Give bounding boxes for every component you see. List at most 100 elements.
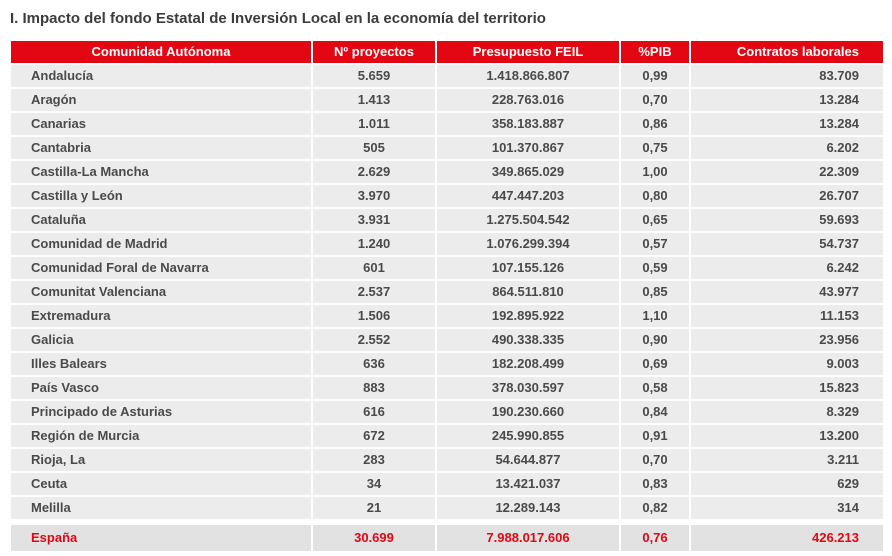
table-cell: 0,99 <box>621 65 689 87</box>
table-cell: 12.289.143 <box>437 497 619 519</box>
table-cell: 107.155.126 <box>437 257 619 279</box>
total-cell: 426.213 <box>691 525 883 551</box>
table-cell: 601 <box>313 257 435 279</box>
table-cell: 9.003 <box>691 353 883 375</box>
table-cell: Galicia <box>11 329 311 351</box>
table-cell: 8.329 <box>691 401 883 423</box>
column-header: Nº proyectos <box>313 41 435 63</box>
table-cell: 182.208.499 <box>437 353 619 375</box>
section-title: I. Impacto del fondo Estatal de Inversió… <box>10 10 546 27</box>
table-cell: 0,75 <box>621 137 689 159</box>
table-cell: 2.629 <box>313 161 435 183</box>
table-cell: 13.284 <box>691 89 883 111</box>
table-cell: 505 <box>313 137 435 159</box>
table-row: Castilla-La Mancha 2.629 349.865.029 1,00 22… <box>11 161 883 183</box>
table-row: Comunidad Foral de Navarra 601 107.155.126… <box>11 257 883 279</box>
total-cell: 30.699 <box>313 525 435 551</box>
table-cell: 314 <box>691 497 883 519</box>
table-cell: 2.537 <box>313 281 435 303</box>
table-cell: 190.230.660 <box>437 401 619 423</box>
table-cell: Región de Murcia <box>11 425 311 447</box>
table-cell: 59.693 <box>691 209 883 231</box>
table-cell: 26.707 <box>691 185 883 207</box>
table-cell: 3.970 <box>313 185 435 207</box>
table-cell: 34 <box>313 473 435 495</box>
table-cell: 283 <box>313 449 435 471</box>
table-row: Región de Murcia 672 245.990.855 0,91 13.200 <box>11 425 883 447</box>
table-spacer-row <box>11 521 883 523</box>
table-cell: Castilla y León <box>11 185 311 207</box>
column-header: Presupuesto FEIL <box>437 41 619 63</box>
table-cell: 6.242 <box>691 257 883 279</box>
table-cell: 0,86 <box>621 113 689 135</box>
table-cell: 11.153 <box>691 305 883 327</box>
table-row: Rioja, La 283 54.644.877 0,70 3.211 <box>11 449 883 471</box>
table-row: Melilla 21 12.289.143 0,82 314 <box>11 497 883 519</box>
table-cell: 1.275.504.542 <box>437 209 619 231</box>
table-cell: 447.447.203 <box>437 185 619 207</box>
table-cell: 0,84 <box>621 401 689 423</box>
table-cell: Principado de Asturias <box>11 401 311 423</box>
table-cell: 0,70 <box>621 89 689 111</box>
table-cell: 192.895.922 <box>437 305 619 327</box>
table-row: Principado de Asturias 616 190.230.660 0,84… <box>11 401 883 423</box>
table-cell: 13.421.037 <box>437 473 619 495</box>
table-cell: 2.552 <box>313 329 435 351</box>
table-row: Extremadura 1.506 192.895.922 1,10 11.153 <box>11 305 883 327</box>
table-cell: 490.338.335 <box>437 329 619 351</box>
table-cell: 636 <box>313 353 435 375</box>
table-cell: 1,10 <box>621 305 689 327</box>
table-cell: 6.202 <box>691 137 883 159</box>
table-cell: 23.956 <box>691 329 883 351</box>
table-cell: Melilla <box>11 497 311 519</box>
table-body: Andalucía 5.659 1.418.866.807 0,99 83.709 Ara… <box>11 65 883 519</box>
table-cell: 0,91 <box>621 425 689 447</box>
table-cell: Rioja, La <box>11 449 311 471</box>
table-cell: 54.644.877 <box>437 449 619 471</box>
table-cell: Canarias <box>11 113 311 135</box>
table-cell: 1,00 <box>621 161 689 183</box>
table-row: Galicia 2.552 490.338.335 0,90 23.956 <box>11 329 883 351</box>
table-cell: Extremadura <box>11 305 311 327</box>
table-cell: 358.183.887 <box>437 113 619 135</box>
table-cell: 0,65 <box>621 209 689 231</box>
table-cell: 13.284 <box>691 113 883 135</box>
table-row: Castilla y León 3.970 447.447.203 0,80 26.70… <box>11 185 883 207</box>
table-cell: 1.418.866.807 <box>437 65 619 87</box>
table-row: Canarias 1.011 358.183.887 0,86 13.284 <box>11 113 883 135</box>
table-cell: 1.413 <box>313 89 435 111</box>
table-cell: Andalucía <box>11 65 311 87</box>
table-cell: 21 <box>313 497 435 519</box>
table-row: Cantabria 505 101.370.867 0,75 6.202 <box>11 137 883 159</box>
table-cell: Comunidad Foral de Navarra <box>11 257 311 279</box>
table-cell: Castilla-La Mancha <box>11 161 311 183</box>
table-cell: 378.030.597 <box>437 377 619 399</box>
table-cell: Illes Balears <box>11 353 311 375</box>
table-cell: 3.211 <box>691 449 883 471</box>
table-cell: 349.865.029 <box>437 161 619 183</box>
table-cell: 22.309 <box>691 161 883 183</box>
table-cell: 0,70 <box>621 449 689 471</box>
table-cell: 1.506 <box>313 305 435 327</box>
table-cell: 54.737 <box>691 233 883 255</box>
table-row: Aragón 1.413 228.763.016 0,70 13.284 <box>11 89 883 111</box>
table-cell: País Vasco <box>11 377 311 399</box>
table-row: País Vasco 883 378.030.597 0,58 15.823 <box>11 377 883 399</box>
table-cell: 0,57 <box>621 233 689 255</box>
table-cell: 43.977 <box>691 281 883 303</box>
table-cell: 1.076.299.394 <box>437 233 619 255</box>
table-cell: Cataluña <box>11 209 311 231</box>
table-cell: Cantabria <box>11 137 311 159</box>
spacer-cell <box>11 521 883 523</box>
table-head: Comunidad Autónoma Nº proyectos Presupuest… <box>11 41 883 63</box>
table-cell: 0,80 <box>621 185 689 207</box>
column-header: Comunidad Autónoma <box>11 41 311 63</box>
table-cell: 13.200 <box>691 425 883 447</box>
table-cell: 1.011 <box>313 113 435 135</box>
table-cell: Ceuta <box>11 473 311 495</box>
table-cell: 15.823 <box>691 377 883 399</box>
table-cell: 0,58 <box>621 377 689 399</box>
table-header-row: Comunidad Autónoma Nº proyectos Presupuest… <box>11 41 883 63</box>
table-total-section: España 30.699 7.988.017.606 0,76 426.213 <box>11 521 883 551</box>
